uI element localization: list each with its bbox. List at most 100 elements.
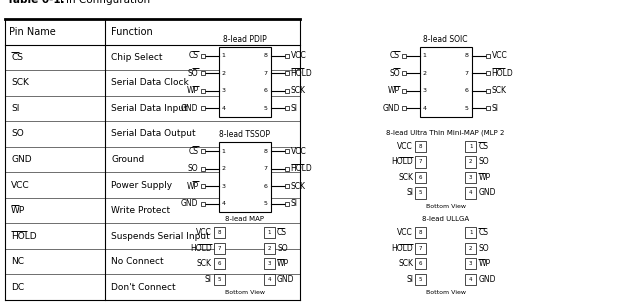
Text: HOLD: HOLD	[190, 244, 212, 253]
Text: CS: CS	[189, 51, 199, 60]
Text: 1: 1	[222, 148, 225, 154]
Text: 4: 4	[423, 105, 426, 111]
Text: 3: 3	[469, 175, 472, 180]
Bar	[415, 227, 426, 238]
Text: WP: WP	[11, 206, 25, 215]
Text: SO: SO	[11, 129, 24, 138]
Text: GND: GND	[277, 275, 295, 284]
Text: 5: 5	[419, 190, 422, 195]
Text: SI: SI	[406, 188, 413, 198]
Bar	[486, 106, 490, 110]
Bar	[420, 47, 472, 117]
Text: GND: GND	[181, 199, 199, 208]
Text: Write Protect: Write Protect	[111, 206, 170, 215]
Text: 7: 7	[419, 159, 422, 165]
Bar	[201, 88, 204, 92]
Text: 4: 4	[268, 277, 271, 282]
Text: 2: 2	[423, 71, 426, 75]
Bar	[486, 88, 490, 92]
Bar	[285, 201, 288, 205]
Bar	[465, 274, 476, 285]
Text: 8: 8	[218, 230, 221, 235]
Text: Ground: Ground	[111, 155, 144, 164]
Text: 7: 7	[218, 246, 221, 251]
Text: SI: SI	[290, 104, 298, 112]
Text: VCC: VCC	[397, 228, 413, 237]
Text: 2: 2	[268, 246, 271, 251]
Bar	[285, 167, 288, 171]
Bar	[201, 201, 204, 205]
Text: Serial Data Clock: Serial Data Clock	[111, 78, 189, 87]
Text: 5: 5	[465, 105, 469, 111]
Text: GND: GND	[181, 104, 199, 112]
Bar	[264, 274, 275, 285]
Bar	[402, 54, 405, 58]
Bar	[465, 172, 476, 183]
Bar	[402, 88, 405, 92]
Bar	[214, 227, 225, 238]
Text: 8-lead Ultra Thin Mini-MAP (MLP 2: 8-lead Ultra Thin Mini-MAP (MLP 2	[386, 129, 505, 136]
Text: SO: SO	[478, 244, 489, 253]
Text: VCC: VCC	[491, 51, 508, 60]
Text: 7: 7	[264, 166, 267, 171]
Bar	[201, 71, 204, 75]
Bar	[415, 187, 426, 198]
Text: 8-lead MAP: 8-lead MAP	[225, 216, 264, 222]
Text: 8: 8	[264, 148, 267, 154]
Text: SI: SI	[491, 104, 499, 112]
Text: CS: CS	[390, 51, 400, 60]
Text: No Connect: No Connect	[111, 257, 163, 266]
Bar	[415, 141, 426, 152]
Text: 8: 8	[264, 53, 267, 58]
Bar	[201, 167, 204, 171]
Text: 3: 3	[423, 88, 426, 93]
Text: VCC: VCC	[290, 147, 306, 155]
Text: 3: 3	[222, 184, 225, 188]
Text: CS: CS	[277, 228, 287, 237]
Text: 5: 5	[218, 277, 221, 282]
Bar	[219, 142, 271, 212]
Text: CS: CS	[11, 53, 23, 62]
Text: WP: WP	[387, 86, 400, 95]
Text: 6: 6	[264, 88, 267, 93]
Text: SI: SI	[11, 104, 19, 113]
Text: 2: 2	[222, 71, 225, 75]
Text: SO: SO	[478, 158, 489, 166]
Text: Chip Select: Chip Select	[111, 53, 163, 62]
Bar	[415, 243, 426, 254]
Bar	[465, 156, 476, 168]
Bar	[415, 274, 426, 285]
Text: GND: GND	[478, 275, 496, 284]
Text: WP: WP	[478, 173, 490, 182]
Text: 1: 1	[469, 144, 472, 149]
Text: 6: 6	[218, 261, 221, 266]
Text: Serial Data Output: Serial Data Output	[111, 129, 196, 138]
Text: HOLD: HOLD	[391, 158, 413, 166]
Text: WP: WP	[478, 259, 490, 268]
Text: SCK: SCK	[290, 86, 306, 95]
Text: 4: 4	[469, 277, 472, 282]
Text: SO: SO	[277, 244, 288, 253]
Text: 8-lead TSSOP: 8-lead TSSOP	[219, 130, 270, 139]
Bar	[285, 184, 288, 188]
Bar	[264, 243, 275, 254]
Text: Power Supply: Power Supply	[111, 181, 172, 190]
Text: 6: 6	[419, 261, 422, 266]
Text: VCC: VCC	[397, 142, 413, 151]
Bar	[219, 47, 271, 117]
Text: 7: 7	[419, 246, 422, 251]
Text: Table 0-1.: Table 0-1.	[7, 0, 64, 5]
Text: Pin Configuration: Pin Configuration	[47, 0, 150, 5]
Bar	[201, 54, 204, 58]
Text: GND: GND	[478, 188, 496, 198]
Text: CS: CS	[478, 228, 488, 237]
Bar	[285, 88, 288, 92]
Bar	[465, 187, 476, 198]
Bar	[465, 141, 476, 152]
Text: WP: WP	[186, 181, 199, 191]
Text: 4: 4	[469, 190, 472, 195]
Text: 4: 4	[222, 105, 225, 111]
Text: SCK: SCK	[11, 78, 29, 87]
Text: VCC: VCC	[196, 228, 212, 237]
Text: 8-lead PDIP: 8-lead PDIP	[223, 35, 266, 44]
